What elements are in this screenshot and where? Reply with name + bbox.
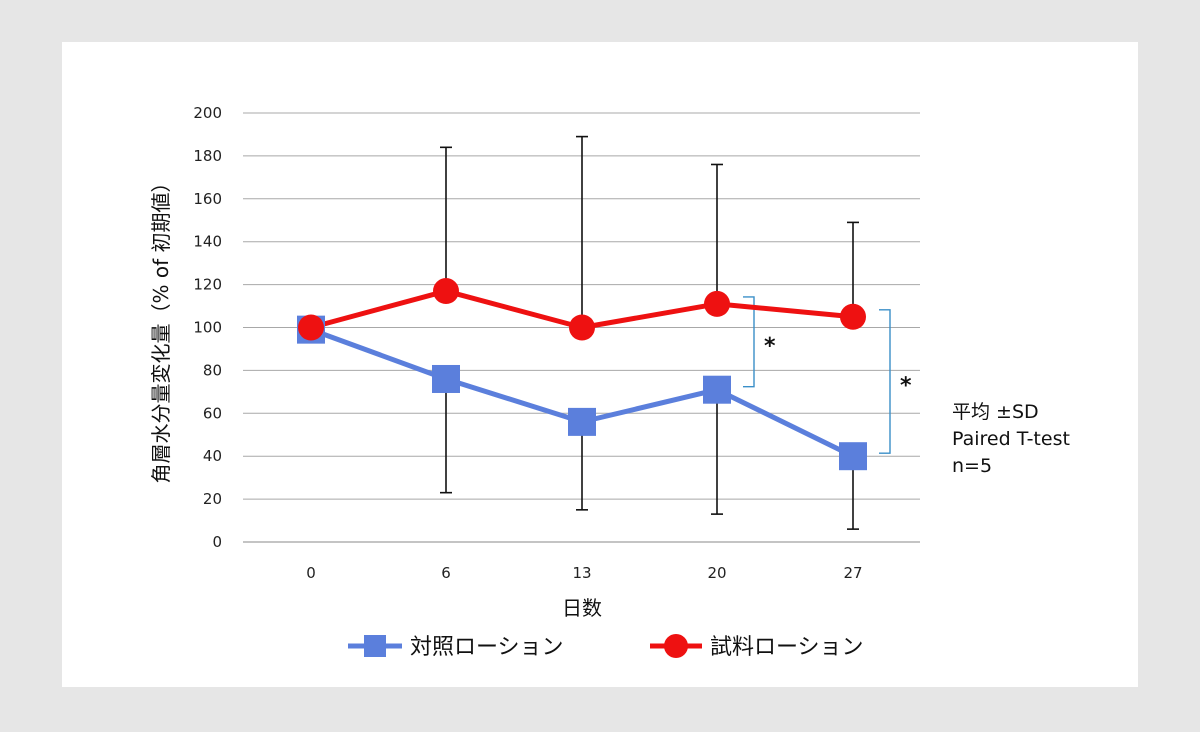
x-tick-20: 20: [707, 564, 726, 582]
y-tick-60: 60: [203, 404, 222, 422]
significance-bracket-20: [743, 296, 755, 388]
marker-sample-27: [840, 303, 866, 330]
y-tick-100: 100: [193, 319, 222, 337]
marker-control-27: [839, 442, 867, 471]
y-tick-80: 80: [203, 361, 222, 379]
marker-sample-0: [298, 314, 324, 341]
note-n: n=5: [952, 455, 992, 477]
significance-brackets: **: [743, 296, 912, 454]
x-tick-13: 13: [572, 564, 591, 582]
legend-control-label: 対照ローション: [410, 635, 564, 660]
y-tick-120: 120: [193, 276, 222, 294]
y-tick-0: 0: [212, 533, 222, 551]
y-tick-200: 200: [193, 104, 222, 122]
marker-control-20: [703, 375, 731, 404]
significance-star-20: *: [764, 334, 776, 359]
y-tick-40: 40: [203, 447, 222, 465]
x-tick-0: 0: [306, 564, 316, 582]
legend-sample-label: 試料ローション: [710, 635, 864, 660]
significance-bracket-27: [879, 309, 891, 454]
note-test: Paired T-test: [952, 428, 1070, 450]
marker-control-6: [432, 364, 460, 393]
x-tick-6: 6: [441, 564, 451, 582]
note-mean-sd: 平均 ±SD: [952, 401, 1039, 423]
significance-star-27: *: [900, 373, 912, 398]
legend-item-control: 対照ローション: [348, 635, 564, 660]
x-tick-labels: 0 6 13 20 27: [306, 564, 862, 582]
error-bars: [440, 135, 859, 530]
legend-control-marker: [364, 635, 386, 657]
y-tick-140: 140: [193, 233, 222, 251]
y-axis-title: 角層水分量変化量（% of 初期値）: [149, 173, 173, 484]
x-tick-27: 27: [843, 564, 862, 582]
marker-control-13: [568, 407, 596, 436]
marker-sample-6: [433, 278, 459, 305]
legend-sample-marker: [664, 634, 688, 658]
chart-card: [62, 42, 1138, 687]
marker-sample-20: [704, 290, 730, 317]
stats-note: 平均 ±SD Paired T-test n=5: [952, 401, 1070, 477]
y-tick-20: 20: [203, 490, 222, 508]
marker-sample-13: [569, 314, 595, 341]
y-tick-labels: 0 20 40 60 80 100 120 140 160 180 200: [193, 104, 222, 551]
legend-item-sample: 試料ローション: [650, 634, 864, 660]
x-axis-title: 日数: [562, 596, 602, 620]
y-tick-180: 180: [193, 147, 222, 165]
y-tick-160: 160: [193, 190, 222, 208]
legend: 対照ローション 試料ローション: [348, 634, 864, 660]
series-markers: [297, 278, 867, 471]
